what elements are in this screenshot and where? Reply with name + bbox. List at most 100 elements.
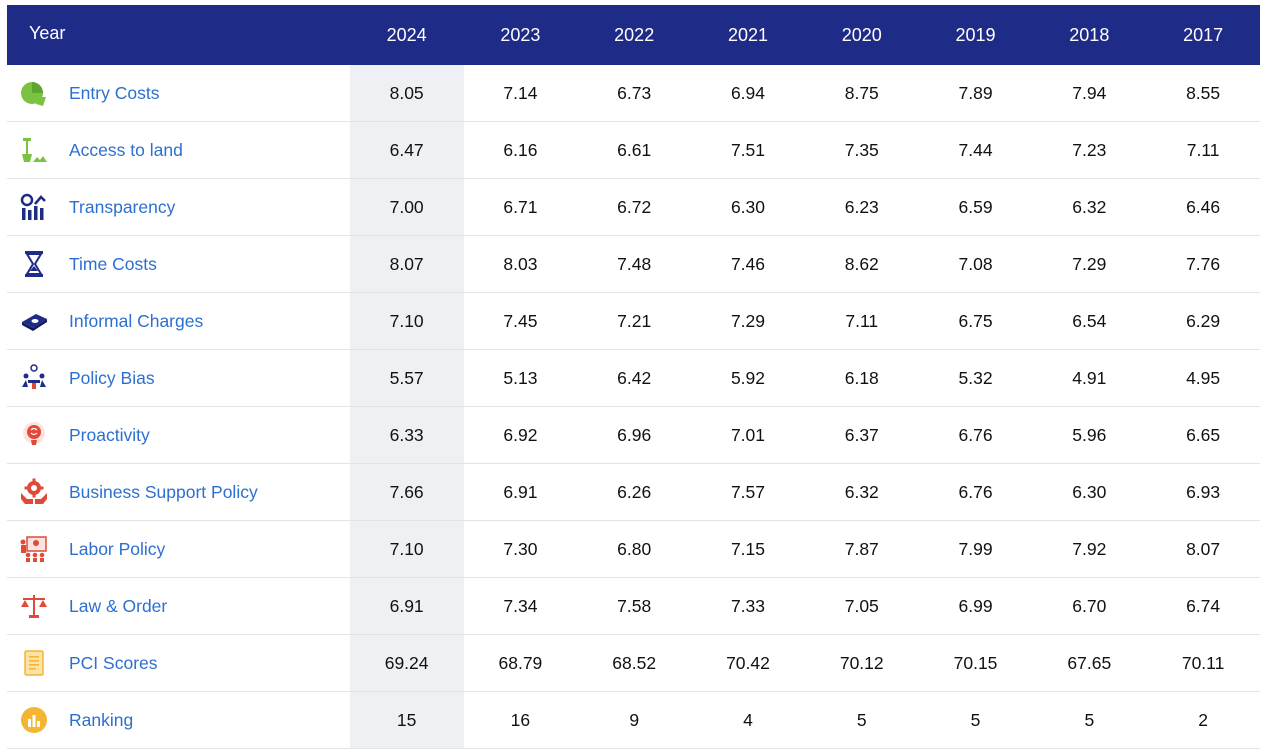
value-cell: 6.92 xyxy=(503,424,538,445)
row-label-cell: Informal Charges xyxy=(7,293,350,350)
table-row: Labor Policy 7.10 7.30 6.80 7.15 7.87 7.99 7.92… xyxy=(7,520,1260,578)
value-cell: 5 xyxy=(1084,709,1095,730)
year-header: 2017 xyxy=(1183,24,1224,45)
value-cell: 6.91 xyxy=(503,481,538,502)
meeting-icon xyxy=(17,361,51,395)
value-cell: 2 xyxy=(1198,709,1208,730)
table-row: Law & Order 6.91 7.34 7.58 7.33 7.05 6.99 6.70 6… xyxy=(7,577,1260,635)
row-label-cell: Policy Bias xyxy=(7,350,350,407)
value-cell: 6.74 xyxy=(1186,595,1221,616)
value-cell: 6.61 xyxy=(617,139,652,160)
ranking-badge-icon xyxy=(17,703,51,737)
value-cell: 6.91 xyxy=(349,577,464,635)
table-row: Ranking 15 16 9 4 5 5 5 2 xyxy=(7,691,1260,749)
value-cell: 5 xyxy=(856,709,867,730)
value-cell: 6.59 xyxy=(958,196,993,217)
row-label-text[interactable]: Transparency xyxy=(69,196,176,217)
value-cell: 6.65 xyxy=(1186,424,1221,445)
year-header: 2021 xyxy=(727,24,768,45)
row-label-cell: Ranking xyxy=(7,692,350,749)
value-cell: 7.35 xyxy=(844,139,879,160)
year-header: 2018 xyxy=(1069,24,1110,45)
value-cell: 16 xyxy=(510,709,531,730)
value-cell: 5.13 xyxy=(503,367,538,388)
value-cell: 7.15 xyxy=(730,538,765,559)
hourglass-icon xyxy=(17,247,51,281)
row-label-text[interactable]: Ranking xyxy=(69,709,134,730)
value-cell: 6.23 xyxy=(844,196,879,217)
value-cell: 6.73 xyxy=(617,82,652,103)
row-label-text[interactable]: Business Support Policy xyxy=(69,481,258,502)
table-row: PCI Scores 69.24 68.79 68.52 70.42 70.12 70.15… xyxy=(7,634,1260,692)
row-label: Access to land xyxy=(7,122,350,178)
row-label-text[interactable]: PCI Scores xyxy=(69,652,158,673)
brain-idea-icon xyxy=(17,418,51,452)
row-label-cell: Proactivity xyxy=(7,407,350,464)
value-cell: 7.14 xyxy=(503,82,538,103)
value-cell: 7.23 xyxy=(1072,139,1107,160)
value-cell: 7.21 xyxy=(617,310,652,331)
row-label-cell: Access to land xyxy=(7,122,350,179)
value-cell: 8.03 xyxy=(503,253,538,274)
value-cell: 5.96 xyxy=(1072,424,1107,445)
row-label: PCI Scores xyxy=(7,635,350,691)
value-cell: 6.93 xyxy=(1186,481,1221,502)
value-cell: 7.87 xyxy=(844,538,879,559)
row-label-text[interactable]: Access to land xyxy=(69,139,183,160)
row-label-text[interactable]: Policy Bias xyxy=(69,367,155,388)
row-label-text[interactable]: Informal Charges xyxy=(69,310,204,331)
row-label: Policy Bias xyxy=(7,350,350,406)
row-label-text[interactable]: Proactivity xyxy=(69,424,150,445)
value-cell: 7.33 xyxy=(730,595,765,616)
value-cell: 6.42 xyxy=(617,367,652,388)
year-header: 2019 xyxy=(955,24,996,45)
value-cell: 7.92 xyxy=(1072,538,1107,559)
value-cell: 7.10 xyxy=(349,520,464,578)
value-cell: 8.75 xyxy=(844,82,879,103)
row-label-text[interactable]: Law & Order xyxy=(69,595,168,616)
score-sheet-icon xyxy=(17,646,51,680)
value-cell: 8.05 xyxy=(349,65,464,122)
year-header: 2024 xyxy=(386,24,427,45)
row-label-cell: Time Costs xyxy=(7,236,350,293)
growth-chart-icon xyxy=(17,190,51,224)
year-header: 2020 xyxy=(841,24,882,45)
row-label-text[interactable]: Time Costs xyxy=(69,253,157,274)
value-cell: 6.18 xyxy=(844,367,879,388)
value-cell: 7.66 xyxy=(349,463,464,521)
year-header: 2022 xyxy=(614,24,655,45)
value-cell: 7.10 xyxy=(349,292,464,350)
value-cell: 70.11 xyxy=(1181,652,1225,673)
row-label-text[interactable]: Labor Policy xyxy=(69,538,166,559)
scales-icon xyxy=(17,589,51,623)
year-header: 2023 xyxy=(500,24,541,45)
value-cell: 6.76 xyxy=(958,481,993,502)
year-header-label: Year xyxy=(29,23,66,43)
table-row: Policy Bias 5.57 5.13 6.42 5.92 6.18 5.32 4.91 4… xyxy=(7,349,1260,407)
value-cell: 7.46 xyxy=(730,253,765,274)
table-row: Access to land 6.47 6.16 6.61 7.51 7.35 7.44 7.… xyxy=(7,121,1260,179)
value-cell: 6.30 xyxy=(1072,481,1107,502)
value-cell: 7.44 xyxy=(958,139,993,160)
value-cell: 6.47 xyxy=(349,121,464,179)
row-label: Entry Costs xyxy=(7,65,350,121)
value-cell: 4 xyxy=(743,709,753,730)
row-label-text[interactable]: Entry Costs xyxy=(69,82,160,103)
value-cell: 6.75 xyxy=(958,310,993,331)
table-row: Transparency 7.00 6.71 6.72 6.30 6.23 6.59 6.32… xyxy=(7,178,1260,236)
row-label: Time Costs xyxy=(7,236,350,292)
value-cell: 6.29 xyxy=(1186,310,1221,331)
value-cell: 7.01 xyxy=(730,424,765,445)
money-icon xyxy=(17,304,51,338)
table-row: Informal Charges 7.10 7.45 7.21 7.29 7.11 6.75… xyxy=(7,292,1260,350)
value-cell: 6.32 xyxy=(844,481,879,502)
pie-chart-icon xyxy=(17,76,51,110)
value-cell: 4.91 xyxy=(1072,367,1107,388)
row-label-cell: Transparency xyxy=(7,179,350,236)
value-cell: 67.65 xyxy=(1067,652,1112,673)
value-cell: 6.94 xyxy=(730,82,765,103)
value-cell: 7.00 xyxy=(349,178,464,236)
value-cell: 7.08 xyxy=(958,253,993,274)
value-cell: 68.52 xyxy=(612,652,657,673)
